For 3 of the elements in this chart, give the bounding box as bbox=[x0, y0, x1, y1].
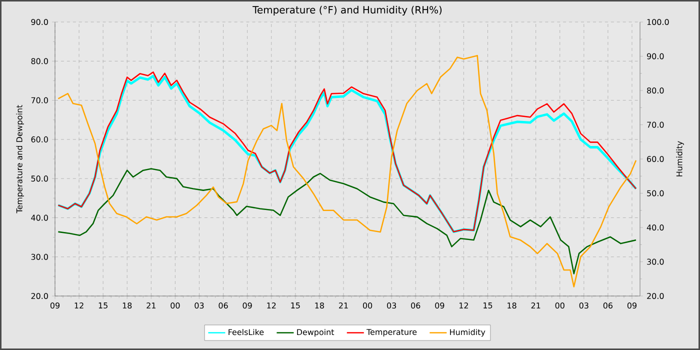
line-series bbox=[58, 54, 637, 288]
line-series bbox=[58, 168, 637, 274]
chart-title: Temperature (°F) and Humidity (RH%) bbox=[252, 6, 442, 16]
